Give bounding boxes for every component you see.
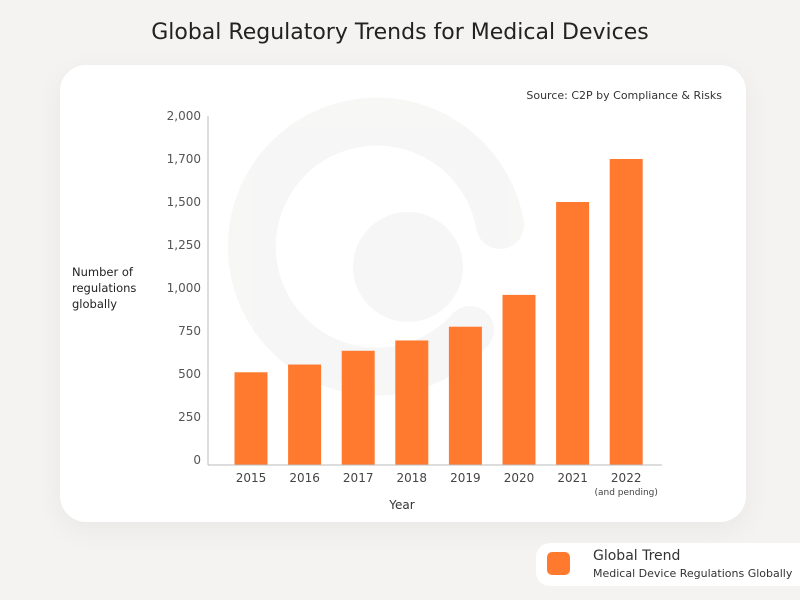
legend: Global Trend Medical Device Regulations … xyxy=(536,543,800,586)
legend-swatch xyxy=(547,552,570,575)
x-tick-label: 2019 xyxy=(450,471,481,485)
legend-title: Global Trend xyxy=(593,548,681,564)
bar-2017 xyxy=(341,350,375,465)
x-tick-label: 2021 xyxy=(557,471,588,485)
bar-2016 xyxy=(288,364,322,465)
y-tick-label: 250 xyxy=(178,410,201,424)
bar-2022 xyxy=(609,159,643,465)
y-tick-label: 750 xyxy=(178,324,201,338)
bar-2020 xyxy=(502,294,536,465)
x-tick-label: 2018 xyxy=(397,471,428,485)
x-axis-label: Year xyxy=(389,498,415,512)
y-tick-label: 1,000 xyxy=(167,281,201,295)
x-tick-label: 2016 xyxy=(289,471,320,485)
y-tick-label: 1,700 xyxy=(167,152,201,166)
legend-subtitle: Medical Device Regulations Globally xyxy=(593,567,793,580)
y-axis-label: Number of regulations globally xyxy=(72,265,137,311)
y-tick-label: 500 xyxy=(178,367,201,381)
y-tick-label: 1,500 xyxy=(167,195,201,209)
y-tick-label: 1,250 xyxy=(167,238,201,252)
y-tick-label: 2,000 xyxy=(167,109,201,123)
x-tick-label: 2022 xyxy=(611,471,642,485)
x-tick-label: 2015 xyxy=(236,471,267,485)
source-note: Source: C2P by Compliance & Risks xyxy=(526,89,722,102)
bar-2021 xyxy=(556,202,590,465)
watermark-logo xyxy=(227,97,524,396)
x-tick-label: 2020 xyxy=(504,471,535,485)
chart-title: Global Regulatory Trends for Medical Dev… xyxy=(151,20,649,45)
x-tick-sublabel: (and pending) xyxy=(594,488,657,498)
bar-2019 xyxy=(448,326,482,465)
bar-2018 xyxy=(395,340,429,465)
y-tick-label: 0 xyxy=(193,453,201,467)
bar-2015 xyxy=(234,372,268,465)
x-tick-label: 2017 xyxy=(343,471,374,485)
